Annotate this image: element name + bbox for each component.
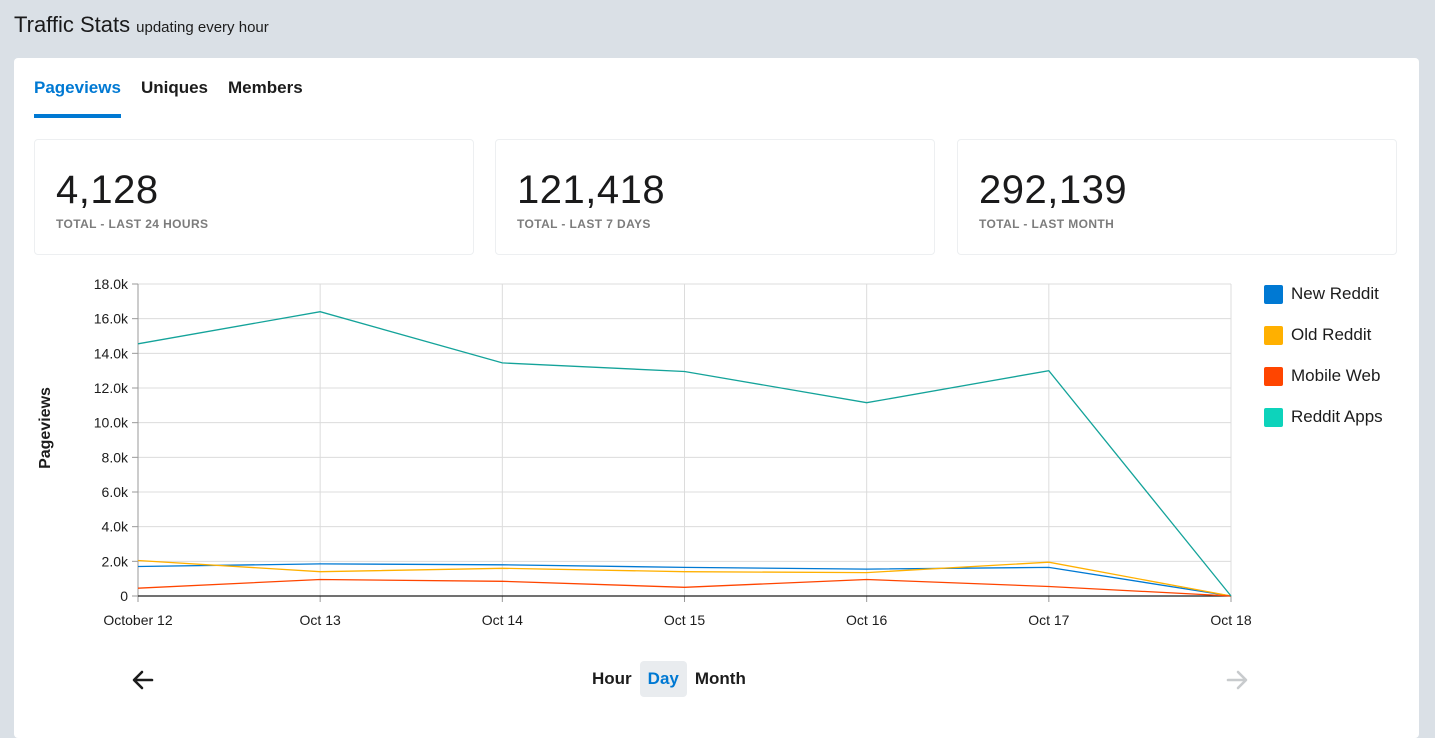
legend-swatch xyxy=(1264,407,1283,427)
y-tick-label: 10.0k xyxy=(94,415,129,431)
legend-item-reddit-apps[interactable]: Reddit Apps xyxy=(1264,407,1383,427)
series-line-mobile-web xyxy=(137,578,1232,597)
x-tick-label: Oct 16 xyxy=(846,612,887,628)
stat-value: 292,139 xyxy=(979,168,1128,212)
legend-label: Mobile Web xyxy=(1291,366,1381,385)
period-hour-button[interactable]: Hour xyxy=(592,669,632,688)
tab-pageviews[interactable]: Pageviews xyxy=(34,78,121,118)
prev-period-button[interactable] xyxy=(128,665,158,695)
series-line-new-reddit xyxy=(137,563,1232,597)
legend-swatch xyxy=(1264,325,1283,345)
y-tick-label: 16.0k xyxy=(94,311,129,327)
stat-label: TOTAL - LAST MONTH xyxy=(979,217,1115,231)
stat-value: 121,418 xyxy=(517,168,666,212)
legend-item-mobile-web[interactable]: Mobile Web xyxy=(1264,366,1383,386)
period-selector: Hour Day Month xyxy=(584,661,754,697)
x-tick-label: Oct 18 xyxy=(1210,612,1251,628)
chart-series xyxy=(137,311,1232,597)
chart-legend: New Reddit Old Reddit Mobile Web Reddit … xyxy=(1264,284,1383,448)
legend-item-old-reddit[interactable]: Old Reddit xyxy=(1264,325,1383,345)
y-tick-label: 4.0k xyxy=(102,519,129,535)
tab-bar: Pageviews Uniques Members xyxy=(34,78,303,118)
x-tick-label: Oct 13 xyxy=(300,612,341,628)
series-line-reddit-apps xyxy=(137,311,1232,597)
legend-swatch xyxy=(1264,366,1283,386)
page-header: Traffic Stats updating every hour xyxy=(14,12,269,40)
series-line-old-reddit xyxy=(137,559,1232,597)
y-tick-label: 12.0k xyxy=(94,380,129,396)
chart-grid xyxy=(137,283,1232,596)
page-subtitle: updating every hour xyxy=(136,19,269,36)
stat-value: 4,128 xyxy=(56,168,159,212)
y-tick-label: 0 xyxy=(120,588,128,604)
pageviews-chart: 0 2.0k 4.0k 6.0k 8.0k 10.0k 12.0k 14.0k 16.0k 18.… xyxy=(37,276,1252,628)
stat-box-month: 292,139 TOTAL - LAST MONTH xyxy=(957,139,1397,255)
tab-uniques[interactable]: Uniques xyxy=(140,78,209,97)
y-tick-label: 6.0k xyxy=(102,484,129,500)
stat-box-24h: 4,128 TOTAL - LAST 24 HOURS xyxy=(34,139,474,255)
y-tick-label: 2.0k xyxy=(102,553,129,569)
y-tick-label: 14.0k xyxy=(94,345,129,361)
period-day-button[interactable]: Day xyxy=(639,661,687,697)
x-tick-label: October 12 xyxy=(103,612,172,628)
x-tick-label: Oct 14 xyxy=(482,612,523,628)
x-tick-label: Oct 15 xyxy=(664,612,705,628)
legend-label: Old Reddit xyxy=(1291,325,1372,344)
y-axis-label: Pageviews xyxy=(37,387,54,469)
page-title: Traffic Stats xyxy=(14,12,131,37)
legend-swatch xyxy=(1264,284,1283,304)
legend-label: New Reddit xyxy=(1291,284,1379,303)
stat-label: TOTAL - LAST 24 HOURS xyxy=(56,217,209,231)
stat-box-7d: 121,418 TOTAL - LAST 7 DAYS xyxy=(495,139,935,255)
x-tick-label: Oct 17 xyxy=(1028,612,1069,628)
legend-item-new-reddit[interactable]: New Reddit xyxy=(1264,284,1383,304)
traffic-card: Pageviews Uniques Members 4,128 TOTAL - … xyxy=(14,58,1419,738)
period-month-button[interactable]: Month xyxy=(694,669,746,688)
chart-axes: 0 2.0k 4.0k 6.0k 8.0k 10.0k 12.0k 14.0k 16.0k 18.… xyxy=(94,276,1252,628)
arrow-right-icon xyxy=(1226,670,1248,690)
next-period-button[interactable] xyxy=(1222,665,1252,695)
legend-label: Reddit Apps xyxy=(1291,407,1383,426)
tab-members[interactable]: Members xyxy=(228,78,303,97)
y-tick-label: 18.0k xyxy=(94,276,129,292)
arrow-left-icon xyxy=(132,670,154,690)
y-tick-label: 8.0k xyxy=(102,449,129,465)
stat-label: TOTAL - LAST 7 DAYS xyxy=(517,217,651,231)
